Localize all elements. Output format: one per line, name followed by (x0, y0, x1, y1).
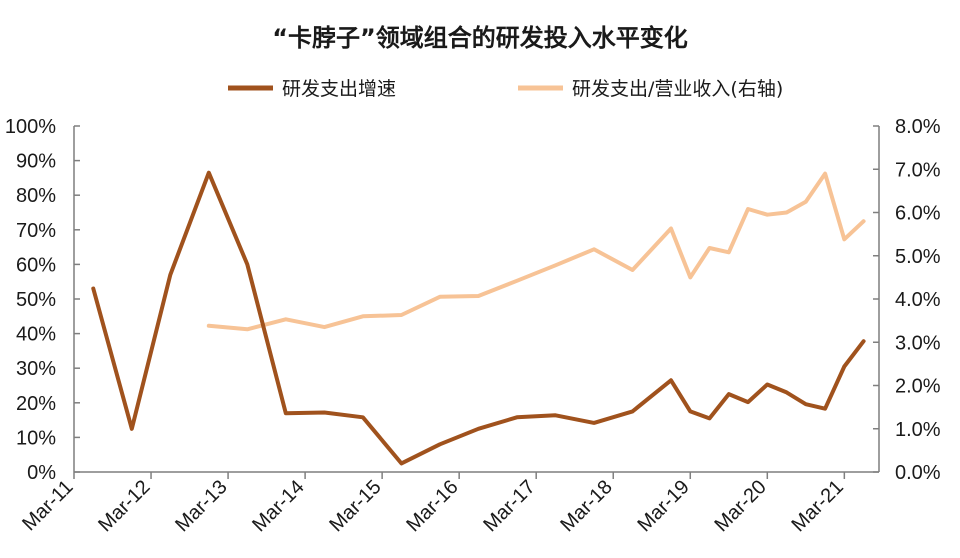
x-tick-label: Mar-17 (479, 476, 539, 536)
x-tick-label: Mar-19 (633, 476, 693, 536)
x-tick-label: Mar-11 (18, 476, 77, 535)
right-tick-label: 8.0% (895, 116, 941, 138)
axes (73, 126, 880, 473)
x-tick-label: Mar-13 (171, 476, 231, 536)
right-tick-label: 6.0% (895, 203, 941, 225)
left-tick-label: 0% (27, 462, 56, 484)
x-ticks: Mar-11 Mar-12 Mar-13 Mar-14 Mar-15 Mar-16 Mar-… (18, 472, 848, 536)
right-tick-label: 5.0% (895, 246, 941, 268)
left-tick-label: 80% (16, 185, 56, 207)
left-tick-label: 30% (16, 358, 56, 380)
legend: 研发支出增速 研发支出/营业收入(右轴) (228, 78, 783, 100)
left-tick-label: 70% (16, 220, 56, 242)
legend-label-ratio: 研发支出/营业收入(右轴) (572, 78, 783, 100)
left-tick-label: 100% (5, 116, 56, 138)
x-tick-label: Mar-18 (556, 476, 616, 536)
left-tick-label: 20% (16, 393, 56, 415)
left-tick-label: 10% (16, 427, 56, 449)
x-tick-label: Mar-20 (710, 476, 770, 536)
right-tick-label: 7.0% (895, 159, 941, 181)
x-tick-label: Mar-12 (94, 476, 154, 536)
series-layer (91, 170, 866, 466)
right-tick-label: 0.0% (895, 462, 941, 484)
legend-label-growth: 研发支出增速 (282, 78, 396, 100)
left-tick-label: 50% (16, 289, 56, 311)
series-line-growth (91, 170, 866, 466)
left-tick-label: 40% (16, 324, 56, 346)
right-tick-label: 2.0% (895, 376, 941, 398)
x-tick-label: Mar-16 (402, 476, 462, 536)
series-line-ratio (206, 171, 866, 332)
left-tick-label: 90% (16, 151, 56, 173)
right-tick-label: 3.0% (895, 332, 941, 354)
right-ticks: 0.0% 1.0% 2.0% 3.0% 4.0% 5.0% 6.0% 7.0% 8.0% (873, 116, 941, 484)
right-tick-label: 4.0% (895, 289, 941, 311)
left-ticks: 0% 10% 20% 30% 40% 50% 60% 70% 80% 90% 100% (5, 116, 80, 484)
right-tick-label: 1.0% (895, 419, 941, 441)
x-tick-label: Mar-15 (325, 476, 385, 536)
chart-title: “卡脖子”领域组合的研发投入水平变化 (272, 24, 688, 52)
x-tick-label: Mar-14 (248, 476, 308, 536)
left-tick-label: 60% (16, 254, 56, 276)
x-tick-label: Mar-21 (788, 476, 848, 536)
